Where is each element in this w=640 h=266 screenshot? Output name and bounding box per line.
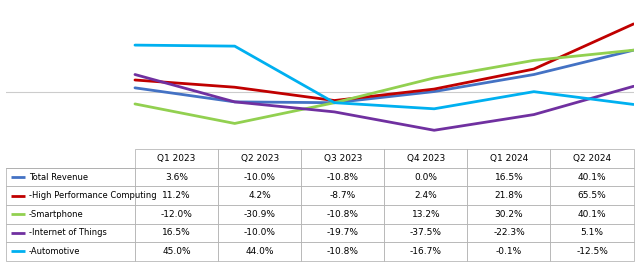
Text: 45.0%: 45.0% (162, 247, 191, 256)
Text: -0.1%: -0.1% (496, 247, 522, 256)
Bar (467, 242, 550, 261)
Bar (218, 223, 301, 242)
Bar (301, 223, 384, 242)
Text: 16.5%: 16.5% (495, 173, 524, 182)
Text: -Smartphone: -Smartphone (29, 210, 84, 219)
Text: -Internet of Things: -Internet of Things (29, 228, 107, 237)
Text: -10.8%: -10.8% (327, 173, 359, 182)
Bar (467, 223, 550, 242)
Bar (218, 168, 301, 186)
Bar (301, 242, 384, 261)
Bar (467, 205, 550, 223)
Text: -10.8%: -10.8% (327, 247, 359, 256)
Bar (384, 223, 467, 242)
Bar (135, 149, 218, 168)
Bar (6, 205, 135, 223)
Text: Q4 2023: Q4 2023 (406, 154, 445, 163)
Bar (384, 149, 467, 168)
Text: 4.2%: 4.2% (248, 191, 271, 200)
Bar (135, 205, 218, 223)
Text: -30.9%: -30.9% (244, 210, 276, 219)
Text: -Automotive: -Automotive (29, 247, 81, 256)
Text: -8.7%: -8.7% (330, 191, 356, 200)
Bar (6, 242, 135, 261)
Bar (6, 186, 135, 205)
Bar (218, 242, 301, 261)
Text: -12.5%: -12.5% (576, 247, 608, 256)
Text: 65.5%: 65.5% (578, 191, 607, 200)
Bar (301, 205, 384, 223)
Bar (467, 168, 550, 186)
Text: -12.0%: -12.0% (161, 210, 193, 219)
Bar (384, 168, 467, 186)
Bar (6, 223, 135, 242)
Text: 16.5%: 16.5% (162, 228, 191, 237)
Text: Q2 2023: Q2 2023 (241, 154, 279, 163)
Text: -37.5%: -37.5% (410, 228, 442, 237)
Bar (550, 242, 634, 261)
Text: Q1 2023: Q1 2023 (157, 154, 196, 163)
Bar (135, 168, 218, 186)
Bar (384, 186, 467, 205)
Bar (467, 149, 550, 168)
Bar (135, 186, 218, 205)
Bar (384, 205, 467, 223)
Text: 21.8%: 21.8% (495, 191, 524, 200)
Text: -10.0%: -10.0% (244, 228, 276, 237)
Text: -10.8%: -10.8% (327, 210, 359, 219)
Text: 40.1%: 40.1% (578, 210, 606, 219)
Bar (6, 168, 135, 186)
Text: -10.0%: -10.0% (244, 173, 276, 182)
Bar (550, 205, 634, 223)
Bar (384, 242, 467, 261)
Text: 11.2%: 11.2% (162, 191, 191, 200)
Bar (301, 168, 384, 186)
Bar (550, 168, 634, 186)
Text: 13.2%: 13.2% (412, 210, 440, 219)
Text: 40.1%: 40.1% (578, 173, 606, 182)
Text: 44.0%: 44.0% (245, 247, 274, 256)
Text: -22.3%: -22.3% (493, 228, 525, 237)
Text: 5.1%: 5.1% (580, 228, 604, 237)
Text: 2.4%: 2.4% (415, 191, 437, 200)
Bar (550, 186, 634, 205)
Bar (135, 223, 218, 242)
Text: 30.2%: 30.2% (495, 210, 524, 219)
Text: -16.7%: -16.7% (410, 247, 442, 256)
Bar (301, 186, 384, 205)
Bar (218, 149, 301, 168)
Bar (135, 242, 218, 261)
Text: 0.0%: 0.0% (414, 173, 437, 182)
Text: -19.7%: -19.7% (327, 228, 359, 237)
Bar (301, 149, 384, 168)
Text: Q3 2023: Q3 2023 (324, 154, 362, 163)
Bar (218, 205, 301, 223)
Text: Total Revenue: Total Revenue (29, 173, 88, 182)
Bar (467, 186, 550, 205)
Text: Q1 2024: Q1 2024 (490, 154, 528, 163)
Bar (550, 223, 634, 242)
Text: 3.6%: 3.6% (165, 173, 188, 182)
Text: Q2 2024: Q2 2024 (573, 154, 611, 163)
Bar (550, 149, 634, 168)
Bar (218, 186, 301, 205)
Text: -High Performance Computing: -High Performance Computing (29, 191, 157, 200)
